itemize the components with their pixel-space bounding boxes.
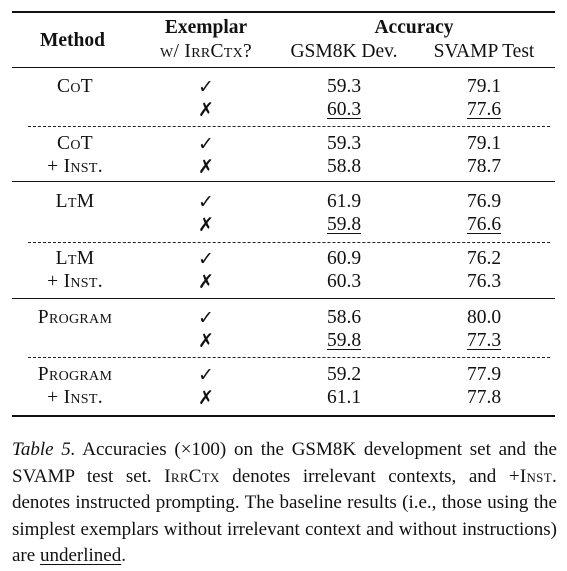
subgroup-dashed-rule <box>28 126 550 127</box>
svamp-accuracy-cell: 79.1 <box>466 133 502 154</box>
gsm8k-accuracy-cell: 58.8 <box>326 156 362 177</box>
cross-icon: ✗ <box>198 156 214 178</box>
gsm8k-accuracy-cell: 61.1 <box>326 387 362 408</box>
method-name: Program <box>37 307 113 328</box>
table-caption: Table 5. Accuracies (×100) on the GSM8K … <box>12 437 557 570</box>
header-bottom-rule <box>12 67 555 69</box>
gsm8k-accuracy-cell: 59.8 <box>326 330 362 351</box>
header-gsm8k: GSM8K Dev. <box>290 41 398 62</box>
method-instruction: + Inst. <box>47 387 103 408</box>
header-exemplar-sub: w/ IrrCtx? <box>160 41 252 62</box>
method-name: CoT <box>57 133 93 154</box>
cross-icon: ✗ <box>198 99 214 121</box>
gsm8k-accuracy-cell: 59.2 <box>326 364 362 385</box>
gsm8k-accuracy-cell: 60.9 <box>326 248 362 269</box>
gsm8k-accuracy-cell: 60.3 <box>326 99 362 120</box>
header-svamp: SVAMP Test <box>433 41 535 62</box>
caption-irrctx: IrrCtx <box>164 465 220 487</box>
table-bottom-rule <box>12 415 555 417</box>
svamp-accuracy-cell: 76.9 <box>466 191 502 212</box>
header-exemplar: Exemplar <box>164 17 248 38</box>
svamp-accuracy-cell: 76.6 <box>466 214 502 235</box>
gsm8k-accuracy-cell: 58.6 <box>326 307 362 328</box>
method-instruction: + Inst. <box>47 271 103 292</box>
subgroup-dashed-rule <box>28 357 550 358</box>
svamp-accuracy-cell: 77.3 <box>466 330 502 351</box>
svamp-accuracy-cell: 77.8 <box>466 387 502 408</box>
cross-icon: ✗ <box>198 387 214 409</box>
caption-text: denotes irrelevant contexts, and <box>219 465 509 487</box>
header-method: Method <box>40 30 105 51</box>
caption-text: . <box>121 545 126 566</box>
cross-icon: ✗ <box>198 214 214 236</box>
svamp-accuracy-cell: 77.9 <box>466 364 502 385</box>
caption-label: Table 5. <box>12 439 76 460</box>
caption-text: Accuracies (×100) on the GSM8K developme… <box>12 439 557 487</box>
check-icon: ✓ <box>198 133 214 155</box>
gsm8k-accuracy-cell: 60.3 <box>326 271 362 292</box>
svamp-accuracy-cell: 76.2 <box>466 248 502 269</box>
check-icon: ✓ <box>198 307 214 329</box>
cross-icon: ✗ <box>198 330 214 352</box>
subgroup-dashed-rule <box>28 242 550 243</box>
check-icon: ✓ <box>198 364 214 386</box>
svamp-accuracy-cell: 77.6 <box>466 99 502 120</box>
method-name: LtM <box>55 191 95 212</box>
svamp-accuracy-cell: 78.7 <box>466 156 502 177</box>
gsm8k-accuracy-cell: 59.8 <box>326 214 362 235</box>
gsm8k-accuracy-cell: 59.3 <box>326 76 362 97</box>
svamp-accuracy-cell: 76.3 <box>466 271 502 292</box>
caption-inst: +Inst. <box>508 465 557 487</box>
cross-icon: ✗ <box>198 271 214 293</box>
svamp-accuracy-cell: 79.1 <box>466 76 502 97</box>
group-separator-rule <box>12 181 555 183</box>
gsm8k-accuracy-cell: 59.3 <box>326 133 362 154</box>
table-top-rule <box>12 11 555 13</box>
method-name: Program <box>37 364 113 385</box>
header-accuracy: Accuracy <box>374 17 454 38</box>
gsm8k-accuracy-cell: 61.9 <box>326 191 362 212</box>
caption-underlined: underlined <box>39 545 122 566</box>
check-icon: ✓ <box>198 191 214 213</box>
group-separator-rule <box>12 298 555 300</box>
check-icon: ✓ <box>198 76 214 98</box>
check-icon: ✓ <box>198 248 214 270</box>
caption-text: denotes instructed prompting. The baseli… <box>12 492 557 566</box>
method-name: LtM <box>55 248 95 269</box>
method-instruction: + Inst. <box>47 156 103 177</box>
svamp-accuracy-cell: 80.0 <box>466 307 502 328</box>
method-name: CoT <box>57 76 93 97</box>
